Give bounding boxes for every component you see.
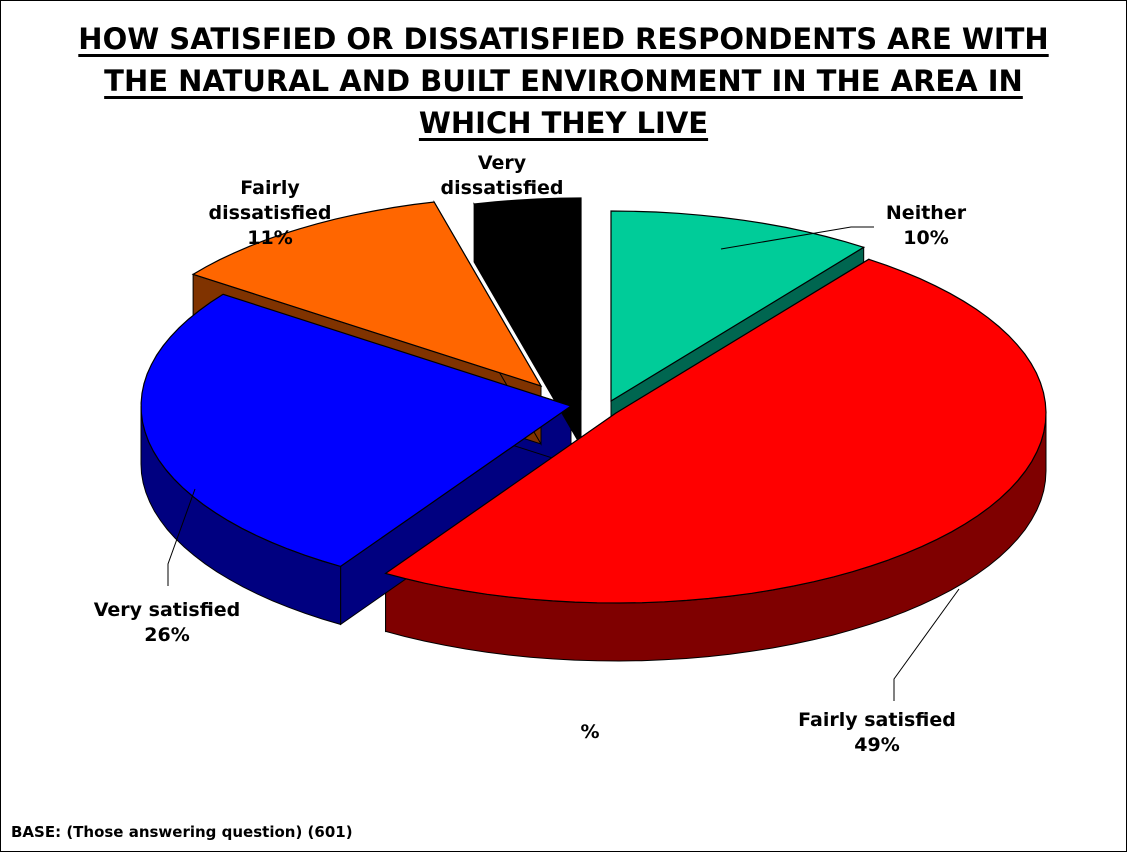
pie-slice-3 [191, 201, 543, 388]
slice-label-1-0: Fairly satisfied [798, 709, 956, 731]
leader-line-2 [167, 488, 196, 586]
chart-title-line-3: WHICH THEY LIVE [418, 106, 709, 140]
slice-label-2-0: Very satisfied [94, 599, 241, 621]
pie-slice-1 [384, 258, 1047, 604]
slice-value-label-2: 26% [144, 624, 189, 646]
base-note: BASE: (Those answering question) (601) [11, 823, 353, 841]
pie-slice-2 [140, 293, 573, 568]
leader-line-1 [893, 588, 960, 701]
leader-line-0 [720, 226, 874, 250]
slice-label-4-0: Very [478, 152, 527, 174]
slice-value-label-4: 4% [486, 202, 518, 224]
chart-title-line-2: THE NATURAL AND BUILT ENVIRONMENT IN THE… [104, 64, 1023, 98]
slice-label-0-0: Neither [886, 202, 967, 224]
slice-label-3-0: Fairly [240, 177, 300, 199]
slice-label-4-1: dissatisfied [440, 177, 563, 199]
slice-value-label-0: 10% [903, 227, 948, 249]
slice-value-label-1: 49% [854, 734, 899, 756]
slice-label-3-1: dissatisfied [208, 202, 331, 224]
pie-slice-4 [473, 197, 582, 391]
chart-title-line-1: HOW SATISFIED OR DISSATISFIED RESPONDENT… [78, 22, 1049, 56]
slice-value-label-3: 11% [247, 227, 292, 249]
pie-slice-0 [610, 210, 866, 403]
stray-percent-label: % [580, 721, 599, 743]
